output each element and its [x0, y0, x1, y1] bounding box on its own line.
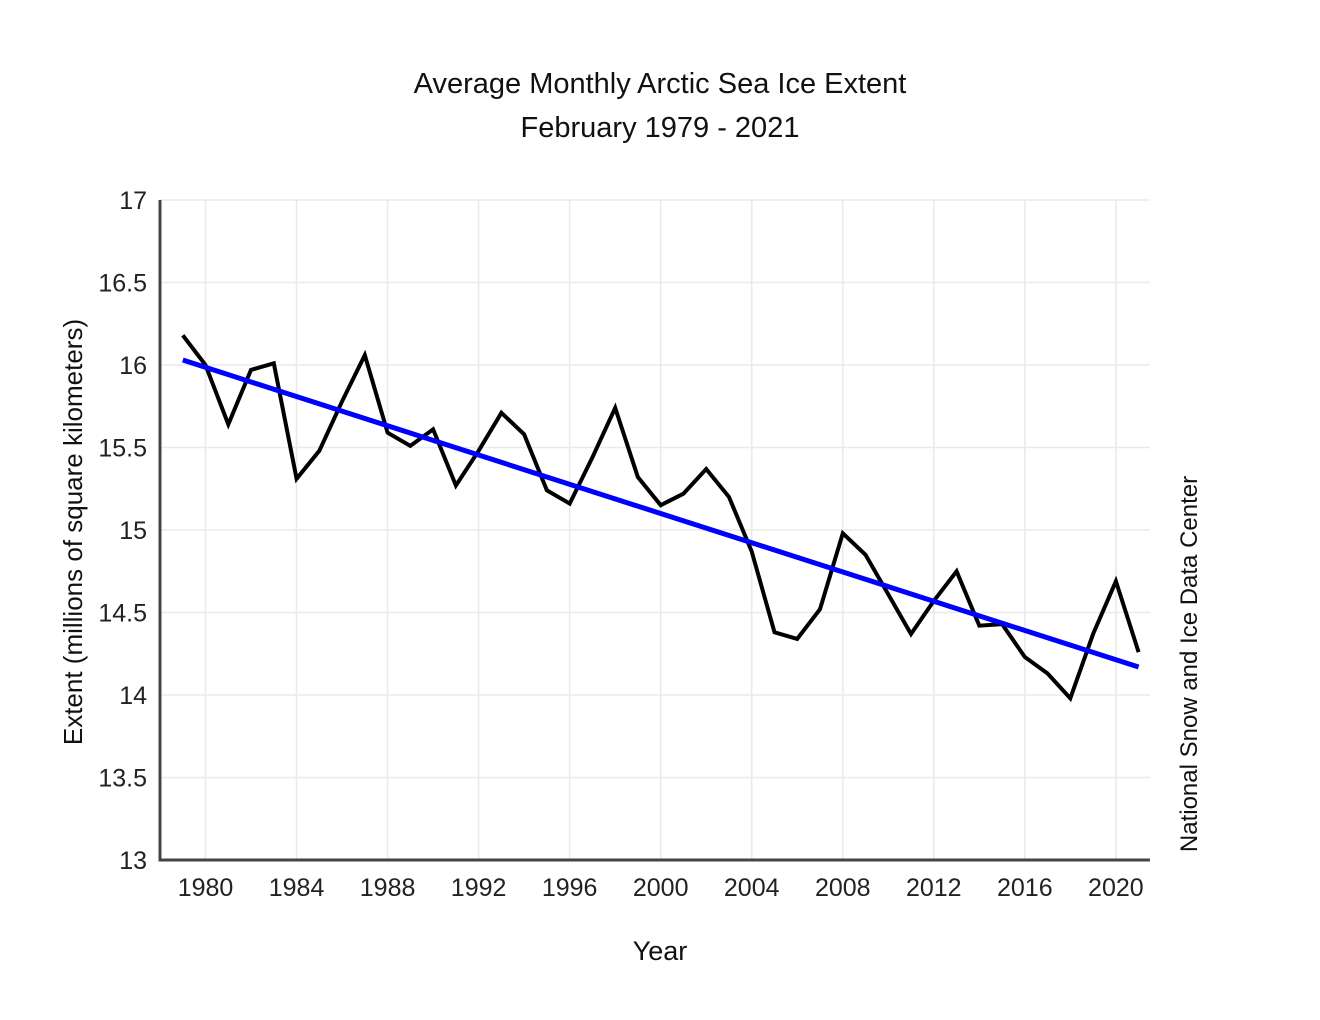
y-tick-label: 13	[119, 847, 147, 875]
y-tick-label: 13.5	[98, 765, 147, 793]
y-tick-label: 14	[119, 682, 147, 710]
trend-line	[182, 357, 1140, 670]
x-tick-label: 1996	[542, 874, 598, 902]
x-tick-label: 2016	[997, 874, 1053, 902]
chart-title-line1: Average Monthly Arctic Sea Ice Extent	[413, 68, 907, 100]
y-tick-label: 15.5	[98, 435, 147, 463]
x-tick-label: 2008	[815, 874, 871, 902]
chart-title: Average Monthly Arctic Sea Ice Extent Fe…	[0, 62, 1320, 150]
y-tick-label: 17	[119, 187, 147, 215]
y-tick-label: 15	[119, 517, 147, 545]
chart-title-line2: February 1979 - 2021	[520, 112, 800, 144]
x-axis-title: Year	[632, 936, 688, 966]
x-tick-label: 1980	[178, 874, 234, 902]
y-tick-label: 14.5	[98, 600, 147, 628]
y-axis-title: Extent (millions of square kilometers)	[58, 318, 88, 746]
x-tick-label: 2012	[906, 874, 962, 902]
x-tick-label: 2000	[633, 874, 689, 902]
x-tick-label: 2020	[1088, 874, 1144, 902]
x-tick-label: 1988	[360, 874, 416, 902]
y-tick-label: 16.5	[98, 270, 147, 298]
x-tick-label: 1984	[269, 874, 325, 902]
y-tick-label: 16	[119, 352, 147, 380]
extent-data-line	[181, 334, 1141, 703]
source-credit-label: National Snow and Ice Data Center	[1176, 475, 1203, 853]
x-tick-label: 1992	[451, 874, 507, 902]
x-tick-label: 2004	[724, 874, 780, 902]
